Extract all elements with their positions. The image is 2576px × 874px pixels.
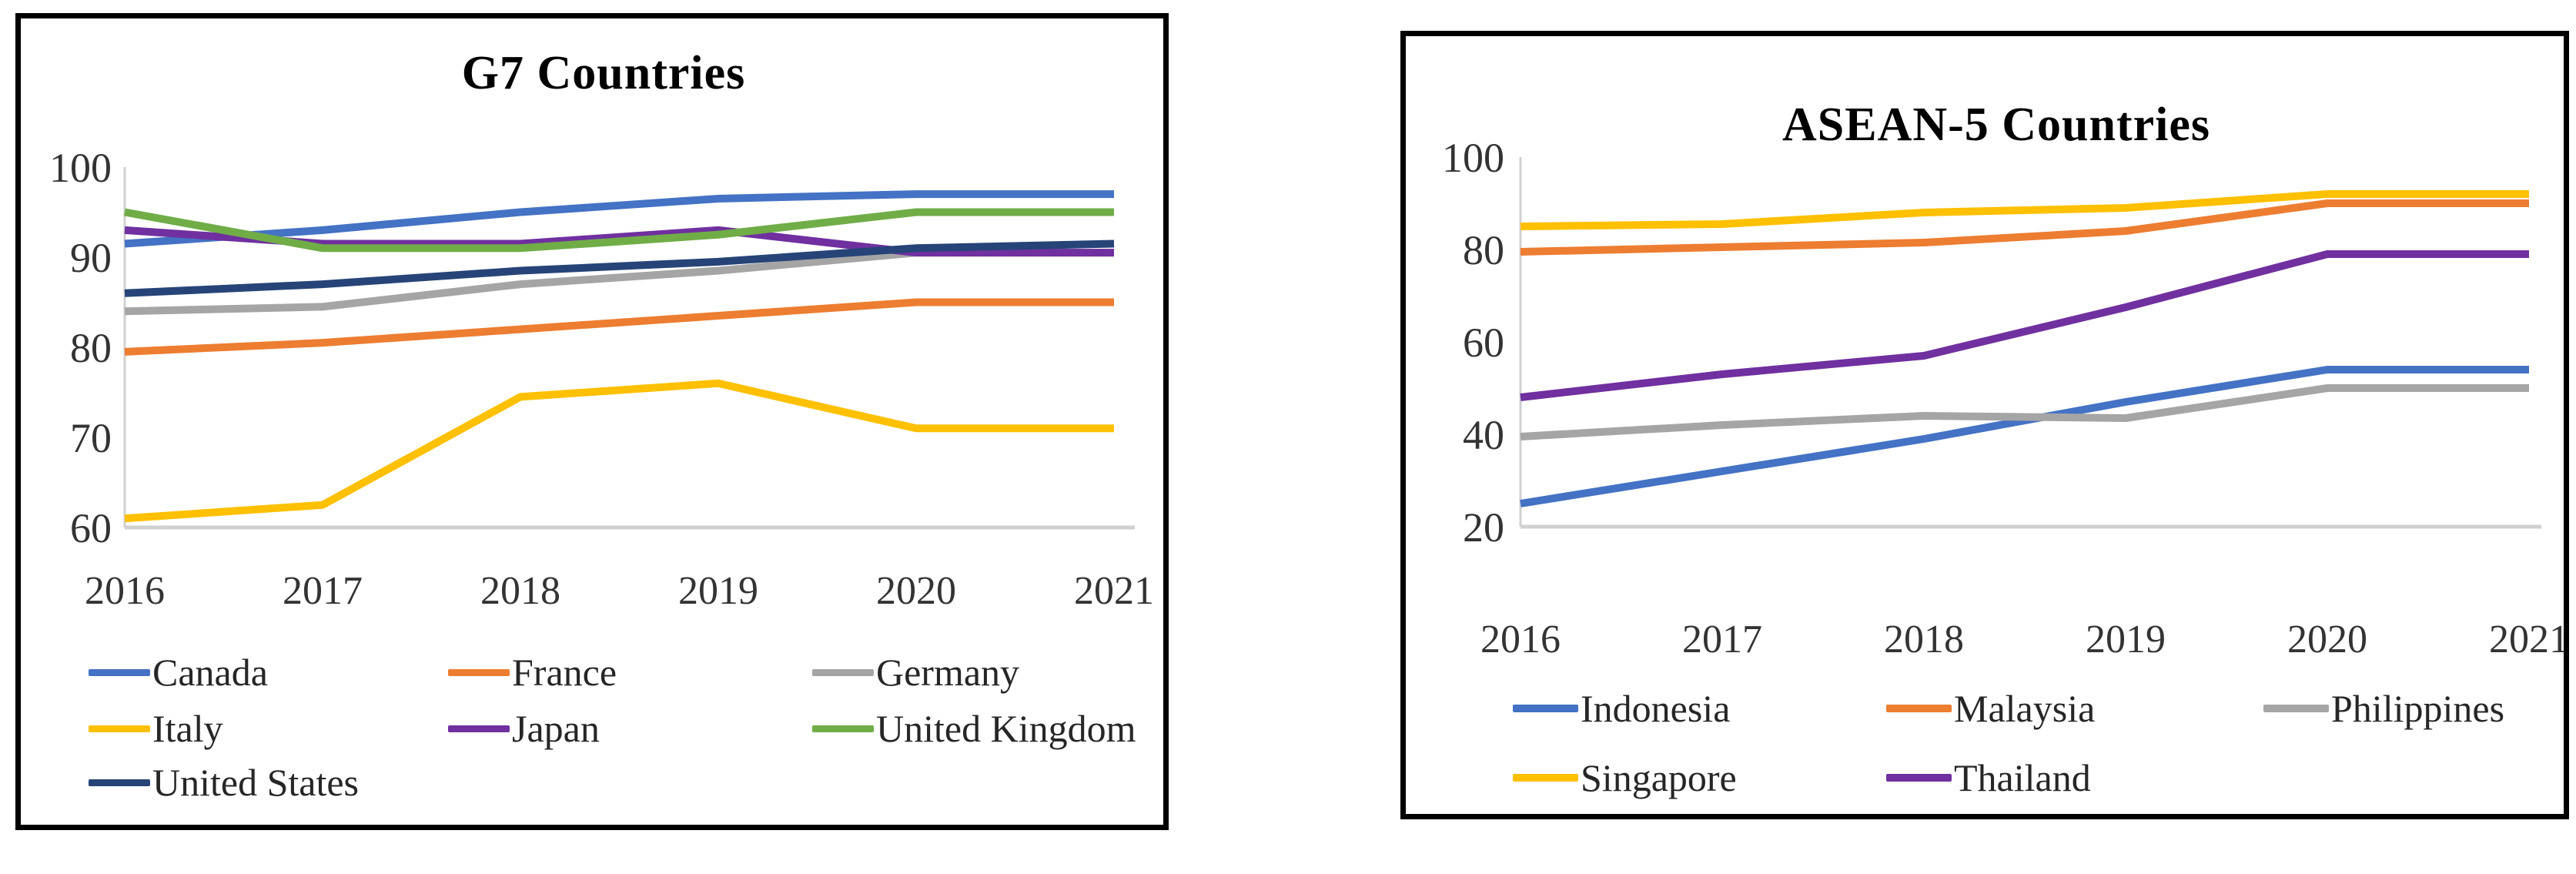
series-line-philippines bbox=[1520, 384, 2529, 440]
x-tick-label: 2021 bbox=[1074, 569, 1154, 613]
legend-label-germany: Germany bbox=[876, 651, 1020, 694]
asean5-plot-area: 100 80 60 40 20 2016 2017 2018 2019 2020 2021 bbox=[1442, 135, 2564, 661]
x-tick-label: 2018 bbox=[1884, 618, 1964, 661]
y-tick-label: 80 bbox=[70, 325, 112, 371]
series-line-united-states bbox=[124, 239, 1115, 297]
legend-item-germany: Germany bbox=[812, 649, 1019, 695]
y-tick-label: 100 bbox=[49, 145, 112, 191]
g7-chart-panel: G7 Countries 100 90 80 70 60 2016 2017 2018 2019… bbox=[15, 13, 1169, 830]
asean5-chart-title: ASEAN-5 Countries bbox=[1781, 99, 2211, 151]
y-tick-label: 40 bbox=[1463, 412, 1504, 458]
legend-item-france: France bbox=[448, 649, 617, 695]
series-line-france bbox=[124, 298, 1114, 356]
series-line-italy bbox=[124, 379, 1114, 523]
series-line-malaysia bbox=[1520, 199, 2529, 256]
x-tick-label: 2020 bbox=[876, 569, 956, 613]
x-tick-label: 2017 bbox=[1682, 618, 1762, 661]
legend-label-philippines: Philippines bbox=[2331, 687, 2505, 730]
legend-marker-united-states bbox=[89, 779, 150, 786]
legend-label-singapore: Singapore bbox=[1581, 756, 1737, 799]
y-tick-label: 100 bbox=[1442, 135, 1504, 181]
series-line-canada bbox=[124, 190, 1114, 248]
g7-plot-area: 100 90 80 70 60 2016 2017 2018 2019 2020 2021 bbox=[49, 145, 1154, 613]
legend-label-malaysia: Malaysia bbox=[1954, 687, 2096, 730]
x-tick-label: 2021 bbox=[2489, 618, 2564, 661]
x-tick-label: 2016 bbox=[1480, 618, 1561, 661]
legend-item-italy: Italy bbox=[89, 705, 223, 752]
series-line-thailand bbox=[1520, 250, 2529, 401]
legend-label-indonesia: Indonesia bbox=[1581, 687, 1731, 730]
x-tick-label: 2018 bbox=[480, 569, 560, 613]
legend-marker-malaysia bbox=[1886, 705, 1952, 712]
legend-marker-japan bbox=[448, 725, 510, 732]
x-tick-label: 2017 bbox=[283, 569, 363, 613]
g7-chart-title: G7 Countries bbox=[461, 47, 746, 99]
y-tick-label: 90 bbox=[70, 235, 112, 281]
legend-label-united-states: United States bbox=[152, 761, 360, 804]
series-line-singapore bbox=[1520, 190, 2529, 230]
asean5-chart-inner: ASEAN-5 Countries 100 80 60 40 20 2016 2017 201… bbox=[1406, 36, 2564, 814]
legend-marker-indonesia bbox=[1513, 705, 1578, 712]
legend-label-japan: Japan bbox=[512, 707, 600, 750]
legend-marker-singapore bbox=[1513, 774, 1578, 782]
legend-item-malaysia: Malaysia bbox=[1886, 685, 2095, 732]
x-tick-label: 2019 bbox=[678, 569, 758, 613]
legend-marker-thailand bbox=[1886, 774, 1952, 782]
legend-marker-canada bbox=[89, 668, 150, 676]
y-tick-label: 20 bbox=[1463, 504, 1504, 551]
legend-marker-germany bbox=[812, 668, 874, 676]
legend-marker-philippines bbox=[2263, 705, 2329, 712]
legend-item-singapore: Singapore bbox=[1513, 755, 1737, 801]
legend-marker-united-kingdom bbox=[812, 725, 874, 732]
legend-item-united-states: United States bbox=[89, 759, 359, 805]
legend-label-france: France bbox=[512, 651, 617, 694]
y-tick-label: 60 bbox=[70, 505, 112, 551]
legend-item-philippines: Philippines bbox=[2263, 685, 2504, 732]
x-tick-label: 2020 bbox=[2287, 618, 2367, 661]
legend-item-united-kingdom: United Kingdom bbox=[812, 705, 1136, 752]
asean5-chart-panel: ASEAN-5 Countries 100 80 60 40 20 2016 2017 201… bbox=[1400, 31, 2569, 819]
legend-marker-italy bbox=[89, 725, 150, 732]
y-tick-label: 60 bbox=[1463, 320, 1504, 366]
series-line-united-kingdom bbox=[124, 208, 1114, 253]
legend-item-thailand: Thailand bbox=[1886, 755, 2091, 801]
legend-label-italy: Italy bbox=[152, 707, 223, 750]
x-tick-label: 2016 bbox=[85, 569, 165, 613]
y-tick-label: 70 bbox=[70, 415, 112, 461]
x-tick-label: 2019 bbox=[2086, 618, 2166, 661]
y-tick-label: 80 bbox=[1463, 227, 1504, 273]
legend-label-thailand: Thailand bbox=[1954, 756, 2091, 799]
legend-item-indonesia: Indonesia bbox=[1513, 685, 1730, 732]
legend-label-canada: Canada bbox=[152, 651, 268, 694]
legend-item-canada: Canada bbox=[89, 649, 268, 695]
legend-item-japan: Japan bbox=[448, 705, 600, 752]
g7-chart-inner: G7 Countries 100 90 80 70 60 2016 2017 2018 2019… bbox=[21, 18, 1163, 825]
legend-label-united-kingdom: United Kingdom bbox=[876, 707, 1136, 750]
legend-marker-france bbox=[448, 668, 510, 676]
